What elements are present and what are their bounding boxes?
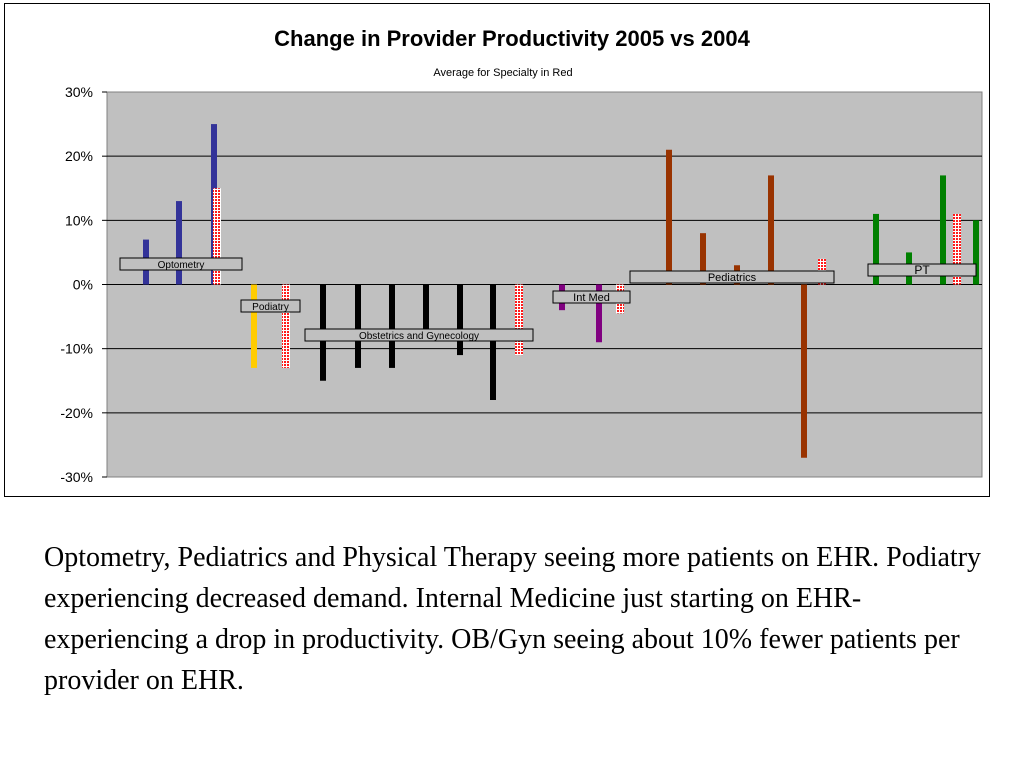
data-bar (355, 284, 361, 368)
group-label-box (552, 290, 631, 304)
data-bar (801, 284, 807, 458)
data-bar (176, 201, 182, 285)
average-bar (515, 284, 523, 356)
caption-text: Optometry, Pediatrics and Physical Thera… (44, 542, 982, 696)
y-tick-label: 30% (65, 84, 93, 100)
group-label: Optometry (158, 260, 205, 271)
group-label-box (629, 270, 835, 284)
y-tick-label: -20% (60, 405, 93, 421)
group-label: Obstetrics and Gynecology (359, 331, 479, 342)
data-bar (700, 233, 706, 285)
y-tick-label: 10% (65, 212, 93, 228)
data-bar (596, 284, 602, 343)
chart-frame: Change in Provider Productivity 2005 vs … (4, 3, 990, 497)
average-bar (282, 284, 290, 368)
data-bar (873, 213, 879, 285)
data-bar (973, 220, 979, 285)
data-bar (940, 175, 946, 285)
data-bar (251, 284, 257, 368)
y-tick-label: -10% (60, 341, 93, 357)
group-label-box (304, 328, 534, 342)
group-label-box (867, 263, 977, 277)
data-bar (666, 149, 672, 285)
data-bar (768, 175, 774, 285)
chart-title: Change in Provider Productivity 2005 vs … (274, 26, 750, 51)
y-tick-label: -30% (60, 469, 93, 485)
group-label: Podiatry (252, 302, 289, 313)
y-tick-label: 0% (73, 277, 93, 293)
data-bar (389, 284, 395, 368)
group-label-box (240, 299, 301, 313)
average-bar (213, 188, 221, 285)
productivity-chart: Change in Provider Productivity 2005 vs … (60, 26, 983, 485)
group-label: Pediatrics (708, 272, 757, 284)
average-bar (953, 213, 961, 285)
data-bar (423, 284, 429, 330)
y-tick-label: 20% (65, 148, 93, 164)
group-label-box (119, 257, 243, 271)
group-label: Int Med (573, 292, 610, 304)
data-bar (457, 284, 463, 356)
chart-subtitle: Average for Specialty in Red (433, 67, 572, 79)
data-bar (490, 284, 496, 400)
group-label: PT (914, 263, 930, 277)
